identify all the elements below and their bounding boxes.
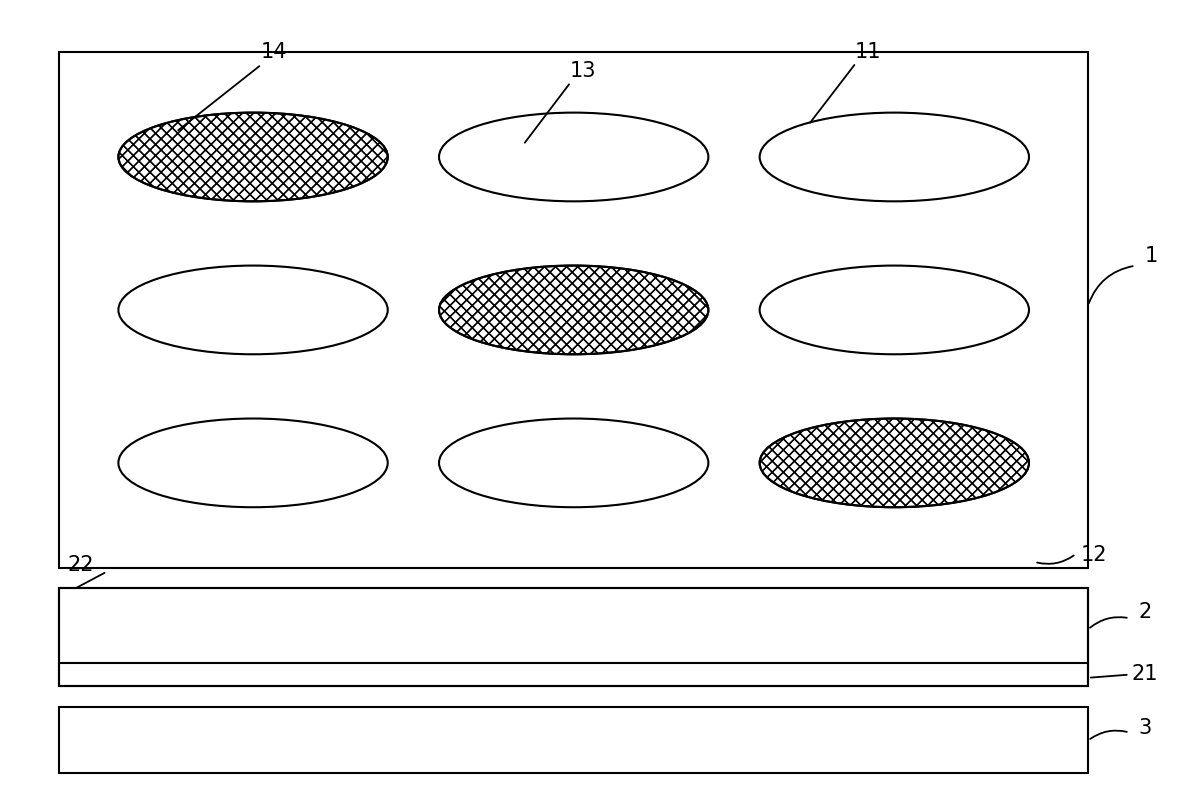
Text: 2: 2 [1138,602,1152,621]
Text: 21: 21 [1132,664,1158,683]
Bar [59,588,1088,664]
Ellipse shape [760,266,1028,354]
Bar [59,663,1088,686]
Bar [59,52,1088,568]
Text: 14: 14 [260,43,287,62]
Text: 3: 3 [1138,718,1152,737]
Text: 13: 13 [570,61,596,80]
Ellipse shape [119,266,388,354]
Text: 12: 12 [1081,546,1107,565]
Ellipse shape [439,419,709,507]
Bar [59,707,1088,773]
Ellipse shape [439,266,709,354]
Ellipse shape [119,113,388,201]
Ellipse shape [760,113,1028,201]
Bar [59,588,1088,686]
Text: 11: 11 [855,42,881,61]
Text: 1: 1 [1144,246,1158,266]
Bar [59,707,1088,773]
Ellipse shape [119,419,388,507]
Ellipse shape [439,113,709,201]
Ellipse shape [760,419,1028,507]
Text: 22: 22 [68,555,94,575]
Bar [59,588,1088,664]
